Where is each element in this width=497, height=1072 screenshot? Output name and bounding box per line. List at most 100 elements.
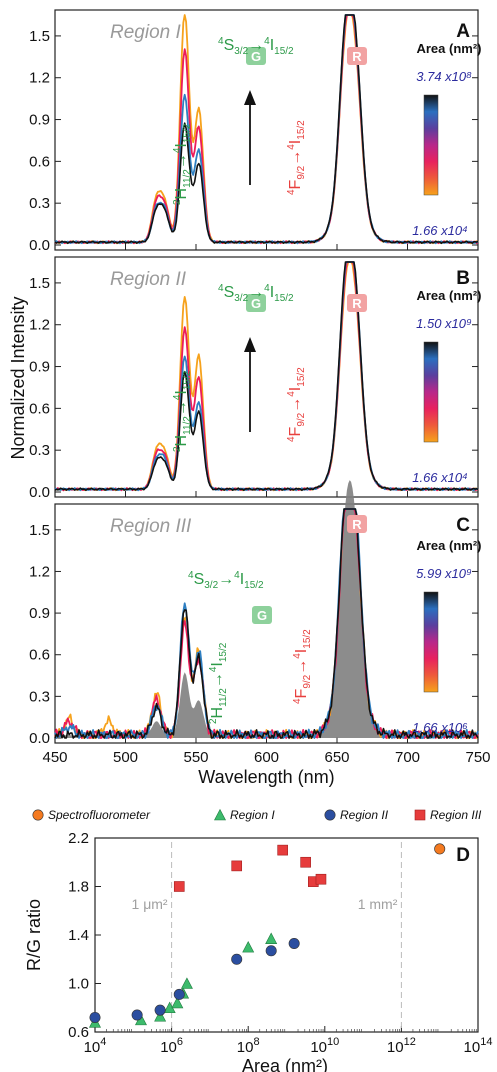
transition-part: 15/2 xyxy=(302,629,313,649)
transition-green-lower: 2H11/2→4I15/2 xyxy=(172,123,193,205)
transition-part: 15/2 xyxy=(274,46,294,57)
y-tick-label: 1.2 xyxy=(29,70,50,87)
y-tick-label: 1.5 xyxy=(29,28,50,45)
transition-part: 11/2 xyxy=(182,416,193,435)
y-tick-label: 1.0 xyxy=(68,976,89,993)
data-point xyxy=(265,932,278,944)
legend-label: Spectrofluorometer xyxy=(48,808,151,822)
transition-part: S xyxy=(194,571,205,588)
x-tick-exponent: 12 xyxy=(404,1036,416,1048)
colorbar-max: 1.50 x10⁹ xyxy=(416,316,472,331)
y-tick-label: 0.9 xyxy=(29,359,50,376)
x-tick-exponent: 6 xyxy=(177,1036,183,1048)
data-point xyxy=(277,844,288,856)
transition-part: 15/2 xyxy=(274,293,294,304)
legend-label: Region II xyxy=(340,808,389,822)
y-tick-label: 0.3 xyxy=(29,195,50,212)
region-label: Region III xyxy=(110,516,192,537)
legend-marker xyxy=(214,808,226,821)
x-tick-label: 700 xyxy=(395,749,420,766)
legend-label: Region I xyxy=(230,808,275,822)
x-tick-label: 108 xyxy=(237,1036,260,1056)
region-label: Region II xyxy=(110,269,187,290)
x-axis-label: Wavelength (nm) xyxy=(198,767,334,787)
data-point xyxy=(288,937,300,949)
transition-part: 4 xyxy=(234,570,240,581)
x-tick-label: 600 xyxy=(254,749,279,766)
y-tick-label: 0.0 xyxy=(29,237,50,254)
transition-red: 4F9/2→4I15/2 xyxy=(286,120,307,195)
y-tick-label: 1.5 xyxy=(29,275,50,292)
data-point xyxy=(171,996,184,1009)
y-tick-label: 1.2 xyxy=(29,563,50,580)
transition-part: H xyxy=(173,188,190,200)
transition-part: → xyxy=(287,397,304,413)
transition-part: I xyxy=(209,662,226,666)
plot-frame xyxy=(94,837,479,1033)
transition-part: I xyxy=(173,143,190,147)
spectrum-line xyxy=(54,261,479,492)
transition-green-upper: 4S3/2→4I15/2 xyxy=(218,283,294,304)
transition-green-upper: 4S3/2→4I15/2 xyxy=(218,36,294,57)
transition-part: I xyxy=(173,390,190,394)
y-tick-label: 1.5 xyxy=(29,522,50,539)
transition-part: → xyxy=(287,150,304,166)
transition-part: 15/2 xyxy=(182,123,193,143)
colorbar-title: Area (nm²) xyxy=(416,41,481,56)
data-point xyxy=(131,1009,143,1021)
x-tick-base: 10 xyxy=(160,1039,177,1056)
transition-part: 9/2 xyxy=(296,412,307,426)
transition-part: 4 xyxy=(292,698,303,704)
transition-part: 4 xyxy=(264,36,270,47)
transition-part: I xyxy=(293,649,310,653)
y-tick-label: 0.9 xyxy=(29,112,50,129)
transition-green-upper: 4S3/2→4I15/2 xyxy=(188,570,264,591)
badge-green-bg xyxy=(252,606,272,624)
badge-green: G xyxy=(251,49,261,64)
transition-part: 4 xyxy=(286,189,297,195)
transition-part: 15/2 xyxy=(296,120,307,140)
badge-red-bg xyxy=(347,294,367,312)
data-point xyxy=(242,940,255,953)
transition-part: 15/2 xyxy=(296,367,307,387)
x-tick-label: 550 xyxy=(183,749,208,766)
x-tick-label: 450 xyxy=(42,749,67,766)
y-tick-label: 1.2 xyxy=(29,317,50,334)
y-tick-label: 0.6 xyxy=(29,400,50,417)
x-tick-exponent: 10 xyxy=(327,1036,339,1048)
y-tick-label: 0.0 xyxy=(29,730,50,747)
data-point xyxy=(265,945,277,957)
y-tick-label: 0.3 xyxy=(29,442,50,459)
data-point xyxy=(231,860,243,872)
spectrum-line xyxy=(54,14,479,245)
colorbar-title: Area (nm²) xyxy=(416,538,481,553)
badge-green-bg xyxy=(246,47,266,65)
panel-letter: D xyxy=(456,845,470,866)
transition-part: 3/2 xyxy=(234,46,248,57)
data-point xyxy=(154,1010,167,1022)
transition-part: 4 xyxy=(172,147,183,153)
legend-marker xyxy=(324,809,336,821)
transition-part: 4 xyxy=(188,570,194,581)
y-tick-label: 0.6 xyxy=(68,1024,89,1041)
transition-part: F xyxy=(287,179,304,189)
spectrum-line xyxy=(54,14,479,245)
y-tick-label: 0.6 xyxy=(29,647,50,664)
transition-part: → xyxy=(218,571,234,588)
legend-marker xyxy=(32,809,44,821)
spectrum-line xyxy=(54,508,479,739)
data-point xyxy=(154,1004,166,1016)
spectrum-line xyxy=(54,14,479,245)
badge-red: R xyxy=(352,517,362,532)
panel-b: 0.00.30.60.91.21.5 Region II BG R4S3/2→4I15… xyxy=(29,256,482,501)
transition-part: 15/2 xyxy=(218,642,229,662)
colorbar-title: Area (nm²) xyxy=(416,288,481,303)
panel-c: 0.0 0.3 0.6 0.9 1.2 1.5 450 500 550 600 650 700 750 W… xyxy=(29,480,491,787)
transition-part: 9/2 xyxy=(302,674,313,688)
transition-part: 11/2 xyxy=(218,688,229,707)
badge-red-bg xyxy=(347,47,367,65)
transition-part: 4 xyxy=(172,394,183,400)
transition-part: 2 xyxy=(172,446,183,452)
region-label: Region I xyxy=(110,22,181,43)
